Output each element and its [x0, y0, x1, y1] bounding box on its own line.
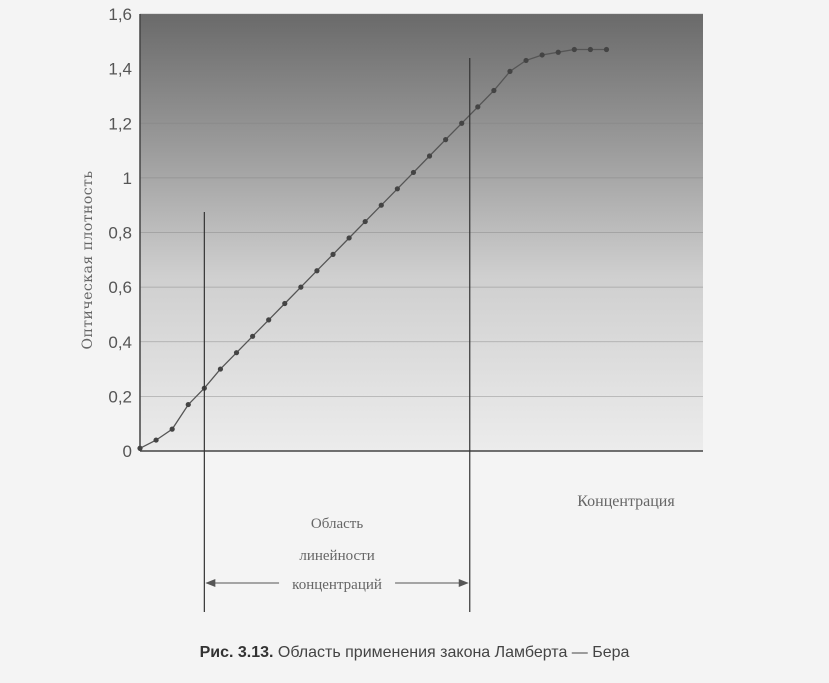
data-point	[507, 68, 513, 74]
data-point	[217, 366, 224, 372]
caption-text: Область применения закона Ламберта — Бер…	[273, 644, 630, 661]
arrowhead-right	[458, 579, 469, 587]
data-point	[185, 401, 191, 408]
y-tick-label: 1,4	[108, 60, 132, 79]
data-point	[523, 57, 529, 64]
data-point	[266, 317, 272, 323]
data-point	[378, 202, 384, 208]
data-point	[233, 350, 240, 356]
data-point	[394, 186, 400, 192]
data-point	[153, 437, 159, 443]
y-tick-label: 1,2	[108, 114, 132, 133]
region-label-line: концентраций	[292, 577, 382, 593]
data-point	[539, 52, 545, 58]
caption-prefix: Рис. 3.13.	[199, 644, 274, 661]
x-axis-label: Концентрация	[577, 493, 675, 510]
y-tick-label: 0	[123, 442, 132, 461]
data-point	[475, 104, 481, 110]
y-tick-label: 0,4	[108, 333, 132, 352]
data-point	[491, 87, 497, 94]
figure-caption: Рис. 3.13. Область применения закона Лам…	[0, 644, 829, 662]
y-tick-label: 0,2	[108, 387, 132, 406]
data-point	[555, 49, 561, 55]
y-axis-label: Оптическая плотность	[80, 170, 96, 349]
y-ticks: 0 0,2 0,4 0,6 0,8 1 1,2 1,4 1,6	[108, 5, 132, 461]
data-point	[330, 251, 336, 257]
data-point	[571, 46, 577, 53]
y-tick-label: 1	[123, 169, 132, 188]
data-point	[443, 137, 449, 143]
gridlines	[140, 13, 703, 397]
data-point	[587, 46, 594, 53]
y-tick-label: 1,6	[108, 5, 132, 24]
arrowhead-left	[205, 579, 216, 587]
data-point	[314, 268, 320, 274]
data-point	[362, 218, 368, 225]
data-point	[426, 153, 433, 159]
data-point	[410, 169, 417, 176]
linear-region: Область линейности концентраций	[203, 58, 471, 612]
data-point	[250, 333, 256, 339]
data-point	[282, 300, 288, 307]
region-label-line: линейности	[299, 548, 374, 564]
data-point	[169, 426, 175, 432]
series-line-group	[137, 46, 610, 451]
data-point	[137, 445, 143, 451]
data-point	[346, 235, 352, 241]
y-tick-label: 0,8	[108, 224, 132, 243]
data-point	[603, 46, 610, 53]
series-line	[139, 48, 607, 449]
y-tick-label: 0,6	[108, 278, 132, 297]
data-point	[298, 284, 304, 290]
data-point	[459, 120, 465, 126]
region-label-line: Область	[311, 516, 363, 532]
